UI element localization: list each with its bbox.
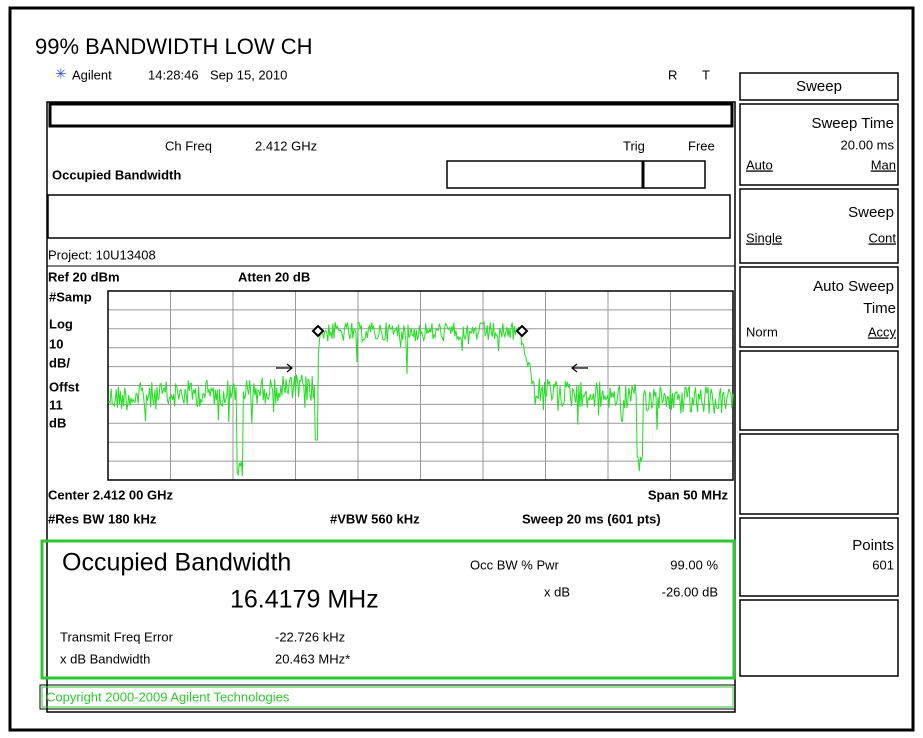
ch-freq-label: Ch Freq <box>165 138 212 153</box>
scale-label: 10 <box>49 336 63 351</box>
softkey-title: Sweep Time <box>811 115 894 132</box>
ref-level: Ref 20 dBm <box>48 269 120 284</box>
softkey[interactable] <box>739 599 899 677</box>
softkey[interactable] <box>739 103 899 186</box>
softkey-title: Time <box>863 300 896 317</box>
trig-label: Trig <box>623 138 645 153</box>
frame <box>8 6 915 732</box>
xdb-bw: 20.463 MHz* <box>275 651 350 666</box>
attenuation: Atten 20 dB <box>238 269 310 284</box>
scale-label: dB <box>49 415 66 430</box>
softkey-option: Cont <box>869 230 897 245</box>
trace <box>107 321 734 477</box>
softkey-value: 601 <box>872 557 894 572</box>
softkey-option: Single <box>746 230 782 245</box>
scale-label: 11 <box>49 397 63 412</box>
info-box <box>47 194 731 239</box>
softkey[interactable] <box>739 350 899 431</box>
scale-label: Log <box>49 316 73 331</box>
res-bw: #Res BW 180 kHz <box>48 511 157 526</box>
softkey-option: Man <box>871 157 896 172</box>
menu-title <box>739 72 899 101</box>
xdb-label: x dB <box>544 584 570 599</box>
title: 99% BANDWIDTH LOW CH <box>35 34 312 59</box>
brand: Agilent <box>72 67 112 82</box>
trig: Free <box>688 138 715 153</box>
ch-freq: 2.412 GHz <box>255 138 317 153</box>
graticule-border <box>107 290 734 481</box>
project: Project: 10U13408 <box>48 247 156 262</box>
softkey-title: Points <box>852 537 894 554</box>
softkey[interactable] <box>739 266 899 348</box>
copyright: Copyright 2000-2009 Agilent Technologies <box>46 689 290 704</box>
sweep-info: Sweep 20 ms (601 pts) <box>522 511 661 526</box>
mode: Occupied Bandwidth <box>52 167 181 182</box>
marker <box>515 324 529 338</box>
softkey[interactable] <box>739 433 899 515</box>
softkey[interactable] <box>739 188 899 264</box>
copyright-inner <box>41 686 734 708</box>
occupied-bandwidth: 16.4179 MHz <box>230 586 379 614</box>
xdb-value: -26.00 dB <box>662 584 718 599</box>
indicator: T <box>702 67 710 82</box>
span: Span 50 MHz <box>648 487 729 502</box>
copyright-box <box>39 684 736 710</box>
softkey[interactable] <box>739 517 899 597</box>
indicator: R <box>668 67 677 82</box>
vbw: #VBW 560 kHz <box>330 511 420 526</box>
arrow <box>276 363 293 373</box>
menu-title-text: Sweep <box>796 78 842 95</box>
softkey-option: Auto <box>746 157 773 172</box>
arrow <box>571 363 588 373</box>
softkey-title: Sweep <box>848 204 894 221</box>
marker <box>311 324 325 338</box>
display-panel <box>46 101 736 713</box>
status-box <box>446 160 706 189</box>
message-bar <box>48 102 734 128</box>
time: 14:28:46 <box>148 67 199 82</box>
date: Sep 15, 2010 <box>210 67 287 82</box>
scale-label: Offst <box>49 379 80 394</box>
results-title: Occupied Bandwidth <box>62 549 291 577</box>
freq-err: -22.726 kHz <box>275 629 345 644</box>
freq-err-label: Transmit Freq Error <box>60 629 174 644</box>
center-freq: Center 2.412 00 GHz <box>48 487 174 502</box>
softkey-option: Accy <box>868 324 897 339</box>
occ-label: Occ BW % Pwr <box>470 557 560 572</box>
scale-label: dB/ <box>49 355 70 370</box>
softkey-title: Auto Sweep <box>813 278 894 295</box>
results-box <box>40 539 736 680</box>
xdb-bw-label: x dB Bandwidth <box>60 651 150 666</box>
softkey-value: 20.00 ms <box>841 137 895 152</box>
softkey-option: Norm <box>746 324 778 339</box>
scale-label: #Samp <box>49 289 92 304</box>
logo: ✳ <box>55 66 67 82</box>
occ-value: 99.00 % <box>670 557 718 572</box>
